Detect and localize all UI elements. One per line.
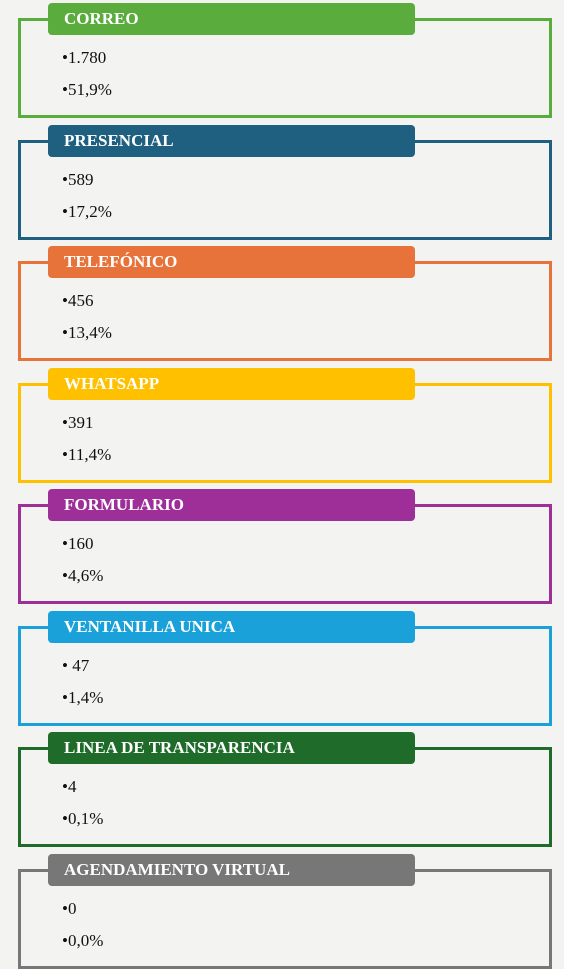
item-line: •0,1%: [62, 809, 104, 828]
item-line: •1,4%: [62, 687, 104, 707]
item-line: • 47: [62, 655, 90, 675]
item-line: •391: [62, 412, 94, 432]
item-line: •11,4%: [62, 444, 112, 464]
item-line: •4: [62, 777, 77, 796]
item-title: WHATSAPP: [48, 367, 415, 400]
item-line: •160: [62, 534, 94, 553]
item-title: TELEFÓNICO: [48, 246, 415, 278]
item-title: PRESENCIAL: [48, 124, 415, 157]
item-title: LINEA DE TRANSPARENCIA: [48, 732, 415, 764]
item-line: •51,9%: [62, 80, 112, 99]
item-line: •17,2%: [62, 201, 112, 221]
item-line: •4,6%: [62, 566, 104, 585]
item-title: CORREO: [48, 3, 415, 35]
item-line: •0: [62, 898, 77, 918]
item-line: •0,0%: [62, 930, 104, 950]
item-line: •1.780: [62, 48, 107, 67]
item-line: •13,4%: [62, 323, 112, 342]
item-title: FORMULARIO: [48, 489, 415, 521]
item-title: AGENDAMIENTO VIRTUAL: [48, 853, 415, 886]
item-line: •456: [62, 291, 94, 310]
item-line: •589: [62, 169, 94, 189]
item-title: VENTANILLA UNICA: [48, 610, 415, 643]
